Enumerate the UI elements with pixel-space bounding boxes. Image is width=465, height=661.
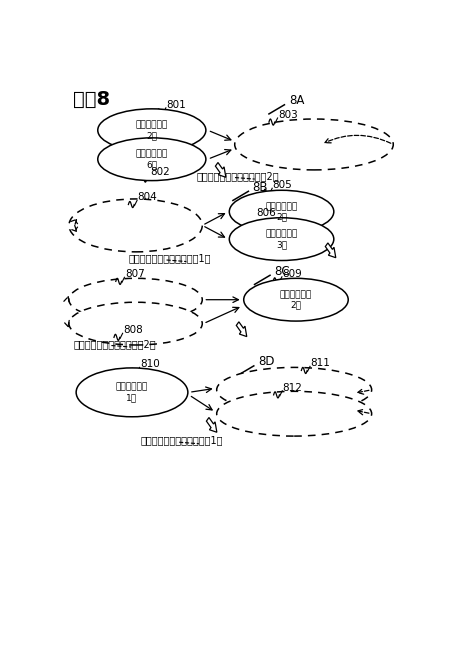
Text: 8D: 8D	[258, 356, 275, 368]
Ellipse shape	[217, 368, 372, 412]
Text: 8A: 8A	[289, 95, 304, 107]
Text: この領域の許容送信間隔は2秒: この領域の許容送信間隔は2秒	[197, 171, 279, 181]
Text: 806: 806	[256, 208, 276, 218]
Text: 810: 810	[140, 360, 159, 369]
Text: この領域の許容送信間隔は1秒: この領域の許容送信間隔は1秒	[128, 253, 211, 263]
Text: この領域の許容送信間隔は2秒: この領域の許容送信間隔は2秒	[73, 339, 156, 349]
Text: 808: 808	[123, 325, 143, 335]
Text: 809: 809	[282, 269, 302, 279]
Ellipse shape	[98, 138, 206, 180]
Text: 許容送信間隔
2秒: 許容送信間隔 2秒	[280, 290, 312, 309]
Text: 812: 812	[283, 383, 303, 393]
Text: 許容送信間隔
1秒: 許容送信間隔 1秒	[116, 383, 148, 402]
Ellipse shape	[244, 278, 348, 321]
Ellipse shape	[76, 368, 188, 417]
FancyArrow shape	[236, 322, 247, 336]
Text: 807: 807	[125, 269, 145, 280]
Text: 802: 802	[150, 167, 170, 177]
Text: 804: 804	[138, 192, 157, 202]
Text: 図．8: 図．8	[73, 89, 110, 108]
Ellipse shape	[69, 302, 202, 345]
Text: 許容送信間隔
2秒: 許容送信間隔 2秒	[266, 202, 298, 221]
Text: 811: 811	[311, 358, 330, 368]
FancyArrow shape	[326, 243, 336, 258]
Text: 許容送信間隔
6秒: 許容送信間隔 6秒	[136, 149, 168, 169]
Ellipse shape	[69, 278, 202, 321]
Text: 805: 805	[272, 180, 292, 190]
Text: 許容送信間隔
2秒: 許容送信間隔 2秒	[136, 120, 168, 140]
Ellipse shape	[69, 199, 202, 252]
Text: この領域の許容送信間隔は1秒: この領域の許容送信間隔は1秒	[141, 436, 224, 446]
FancyArrow shape	[206, 418, 217, 432]
Ellipse shape	[229, 217, 334, 260]
Text: 許容送信間隔
3秒: 許容送信間隔 3秒	[266, 229, 298, 249]
Text: 8C: 8C	[274, 265, 290, 278]
Text: 801: 801	[166, 100, 186, 110]
Ellipse shape	[98, 109, 206, 151]
Ellipse shape	[235, 119, 393, 170]
Ellipse shape	[229, 190, 334, 233]
Text: 8B: 8B	[253, 181, 268, 194]
Text: 803: 803	[278, 110, 298, 120]
Ellipse shape	[217, 391, 372, 436]
FancyArrow shape	[215, 163, 226, 177]
